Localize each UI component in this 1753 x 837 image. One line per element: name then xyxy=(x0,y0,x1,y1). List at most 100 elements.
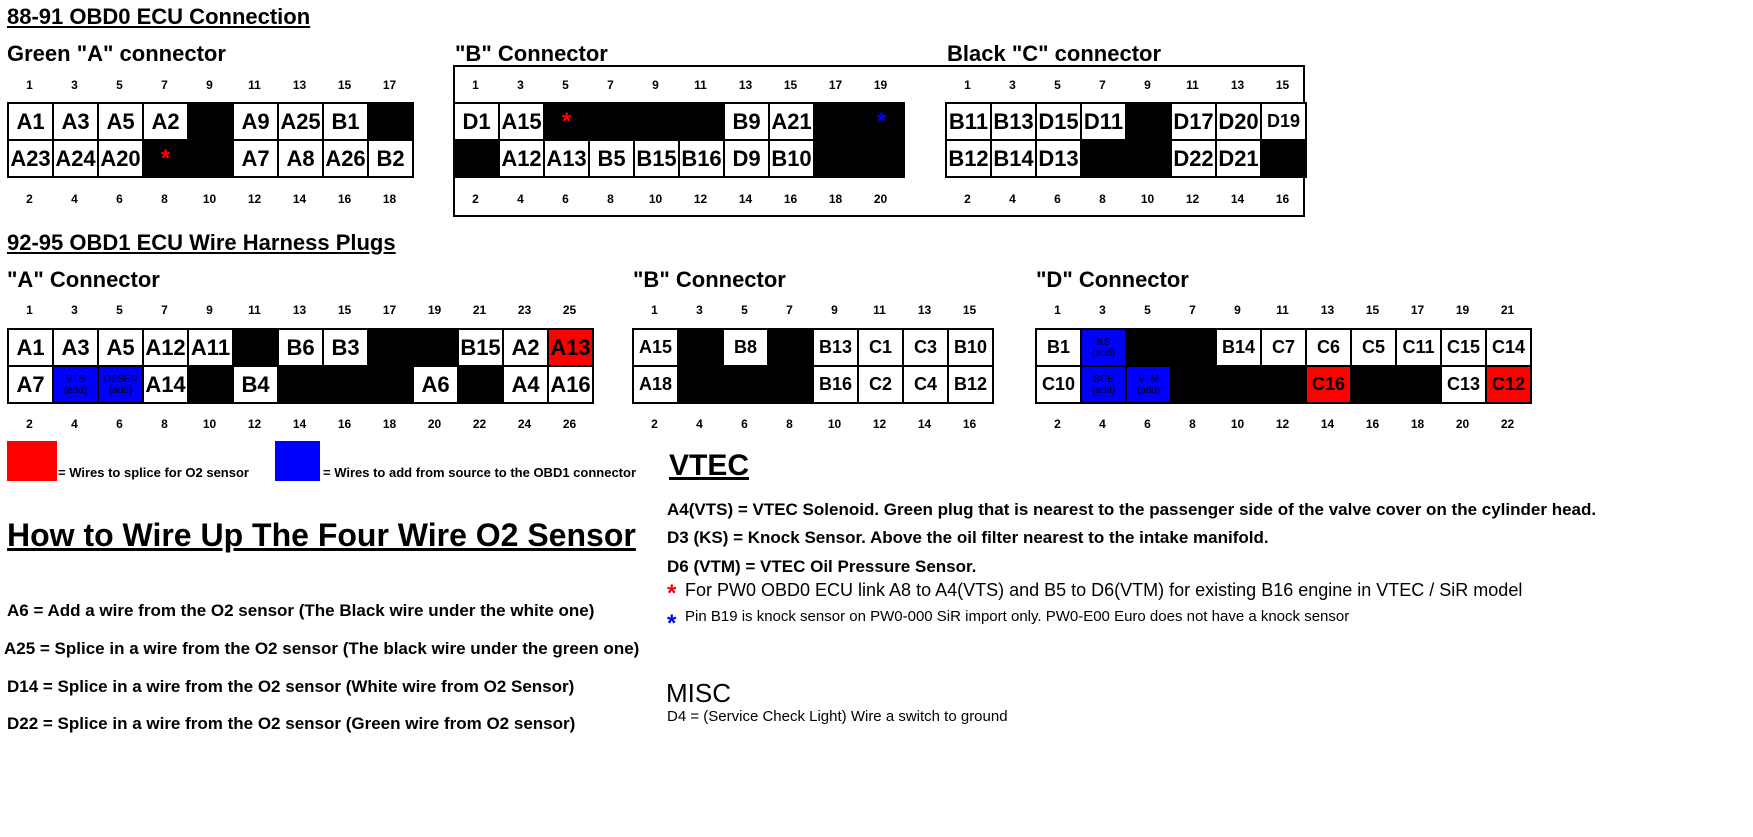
pin-number-top: 5 xyxy=(116,78,123,92)
pin-number-bottom: 18 xyxy=(1410,417,1425,431)
pin-number-top: 13 xyxy=(1230,78,1245,92)
pin-cell: A21 xyxy=(769,103,814,140)
pin-cell: D22 xyxy=(1171,140,1216,177)
pin-number-bottom: 10 xyxy=(1230,417,1245,431)
pin-number-bottom: 14 xyxy=(292,192,307,206)
pin-cell-added: VTS (add) xyxy=(53,366,98,403)
pin-cell: C5 xyxy=(1351,329,1396,366)
pin-cell-empty xyxy=(233,329,278,366)
pin-cell: D9 xyxy=(724,140,769,177)
legend-red-swatch xyxy=(7,441,57,481)
pin-number-bottom: 4 xyxy=(696,417,703,431)
o2-line-d22: D22 = Splice in a wire from the O2 senso… xyxy=(7,714,576,733)
pin-cell: B14 xyxy=(991,140,1036,177)
pin-cell: C3 xyxy=(903,329,948,366)
obd1-heading: 92-95 OBD1 ECU Wire Harness Plugs xyxy=(7,230,396,255)
pin-cell-empty xyxy=(1171,329,1216,366)
pin-cell-empty xyxy=(458,366,503,403)
pin-cell: C1 xyxy=(858,329,903,366)
vtec-line-d3: D3 (KS) = Knock Sensor. Above the oil fi… xyxy=(667,528,1269,547)
pin-number-top: 15 xyxy=(1365,303,1380,317)
pin-cell: B12 xyxy=(946,140,991,177)
pin-number-bottom: 4 xyxy=(1099,417,1106,431)
pin-cell-empty xyxy=(768,366,813,403)
obd0-c-title: Black "C" connector xyxy=(947,41,1162,66)
pin-cell: A26 xyxy=(323,140,368,177)
pin-number-top: 25 xyxy=(562,303,577,317)
pin-number-bottom: 14 xyxy=(1230,192,1245,206)
pin-cell: D17 xyxy=(1171,103,1216,140)
pin-number-bottom: 8 xyxy=(1099,192,1106,206)
pin-number-bottom: 10 xyxy=(827,417,842,431)
pin-cell-empty xyxy=(678,329,723,366)
pin-number-bottom: 2 xyxy=(26,417,33,431)
pin-cell-empty xyxy=(1126,103,1171,140)
pin-number-top: 5 xyxy=(116,303,123,317)
pin-number-bottom: 10 xyxy=(1140,192,1155,206)
pin-cell-empty xyxy=(323,366,368,403)
pin-number-bottom: 14 xyxy=(738,192,753,206)
pin-cell-empty xyxy=(678,366,723,403)
pin-cell: C6 xyxy=(1306,329,1351,366)
pin-cell-star: * xyxy=(544,103,589,140)
pin-number-top: 9 xyxy=(831,303,838,317)
pin-cell: A5 xyxy=(98,329,143,366)
pin-cell-empty xyxy=(368,366,413,403)
pin-number-top: 19 xyxy=(1455,303,1470,317)
pin-number-bottom: 4 xyxy=(71,417,78,431)
pin-number-bottom: 16 xyxy=(962,417,977,431)
pin-number-top: 1 xyxy=(964,78,971,92)
pin-number-top: 13 xyxy=(1320,303,1335,317)
pin-number-bottom: 12 xyxy=(1275,417,1290,431)
pin-number-bottom: 20 xyxy=(427,417,442,431)
pin-number-bottom: 4 xyxy=(517,192,524,206)
pin-cell-empty xyxy=(1351,366,1396,403)
pin-cell-empty xyxy=(188,366,233,403)
pin-number-bottom: 20 xyxy=(873,192,888,206)
pin-cell: B12 xyxy=(948,366,993,403)
pin-number-top: 1 xyxy=(1054,303,1061,317)
pin-cell: A9 xyxy=(233,103,278,140)
pin-number-bottom: 12 xyxy=(693,192,708,206)
pin-cell-empty xyxy=(1396,366,1441,403)
pin-number-top: 9 xyxy=(1234,303,1241,317)
pin-cell-empty xyxy=(589,103,634,140)
pin-cell: A13 xyxy=(548,329,593,366)
pin-number-top: 3 xyxy=(696,303,703,317)
pin-number-top: 3 xyxy=(71,303,78,317)
pin-number-bottom: 16 xyxy=(337,192,352,206)
pin-number-bottom: 14 xyxy=(917,417,932,431)
pin-number-top: 1 xyxy=(472,78,479,92)
pin-cell: A8 xyxy=(278,140,323,177)
pin-cell-added: KS (add) xyxy=(1081,329,1126,366)
pin-cell: A20 xyxy=(98,140,143,177)
pin-number-bottom: 10 xyxy=(648,192,663,206)
pin-cell-empty xyxy=(723,366,768,403)
pin-cell: A1 xyxy=(8,103,53,140)
pin-number-top: 11 xyxy=(1186,78,1199,92)
pin-number-bottom: 2 xyxy=(964,192,971,206)
pin-number-bottom: 6 xyxy=(116,417,123,431)
pin-cell: B16 xyxy=(679,140,724,177)
pin-cell-empty xyxy=(1261,140,1306,177)
pin-cell: A23 xyxy=(8,140,53,177)
pin-number-top: 17 xyxy=(1410,303,1425,317)
o2-line-a6: A6 = Add a wire from the O2 sensor (The … xyxy=(7,601,595,620)
pin-cell: A2 xyxy=(503,329,548,366)
o2-line-d14: D14 = Splice in a wire from the O2 senso… xyxy=(7,677,575,696)
pin-cell: A14 xyxy=(143,366,188,403)
pin-number-top: 3 xyxy=(1099,303,1106,317)
pin-number-bottom: 8 xyxy=(161,417,168,431)
pin-number-bottom: 8 xyxy=(161,192,168,206)
obd1-a-title: "A" Connector xyxy=(7,267,160,292)
pin-cell-empty xyxy=(1126,140,1171,177)
pin-cell-empty xyxy=(814,103,859,140)
pin-cell: B14 xyxy=(1216,329,1261,366)
pin-cell: C7 xyxy=(1261,329,1306,366)
pin-cell: B4 xyxy=(233,366,278,403)
pin-number-bottom: 6 xyxy=(116,192,123,206)
pin-number-top: 13 xyxy=(917,303,932,317)
pin-number-top: 1 xyxy=(26,78,33,92)
pin-cell-star: * xyxy=(859,103,904,140)
pin-number-top: 5 xyxy=(562,78,569,92)
